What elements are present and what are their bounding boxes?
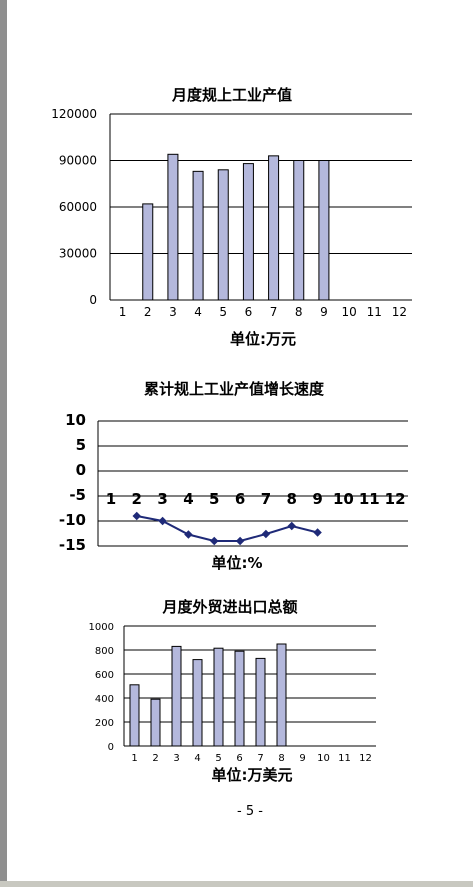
x-tick-label: 2 [152, 753, 158, 764]
chart2-xlabel: 单位:% [211, 554, 262, 572]
x-tick-label: 10 [317, 753, 330, 764]
chart3-xlabel: 单位:万美元 [212, 766, 293, 784]
x-tick-label: 6 [245, 305, 253, 319]
x-tick-label: 7 [261, 490, 271, 508]
bar [255, 657, 266, 747]
y-tick-label: 5 [76, 436, 86, 454]
x-tick-label: 2 [144, 305, 152, 319]
chart1-title: 月度规上工业产值 [171, 86, 292, 104]
x-tick-label: 7 [257, 753, 263, 764]
x-tick-label: 4 [194, 305, 202, 319]
y-tick-label: -10 [59, 511, 86, 529]
y-tick-label: -5 [69, 486, 86, 504]
data-point [287, 521, 296, 531]
chart2-title: 累计规上工业产值增长速度 [144, 380, 325, 398]
x-tick-label: 3 [169, 305, 177, 319]
y-tick-label: 0 [108, 742, 114, 753]
x-tick-label: 2 [132, 490, 142, 508]
y-tick-label: 30000 [59, 247, 97, 261]
y-tick-label: 800 [95, 646, 114, 657]
x-tick-label: 4 [194, 753, 200, 764]
bar [318, 160, 330, 301]
x-tick-label: 11 [338, 753, 351, 764]
page-left-border [0, 0, 7, 887]
bar [150, 698, 161, 747]
x-tick-label: 3 [157, 490, 167, 508]
x-tick-label: 7 [270, 305, 278, 319]
data-point [132, 511, 141, 521]
bar [217, 169, 229, 301]
y-tick-label: 200 [95, 718, 114, 729]
y-tick-label: 600 [95, 670, 114, 681]
x-tick-label: 5 [215, 753, 221, 764]
y-tick-label: 0 [89, 293, 97, 307]
bar [129, 684, 140, 747]
x-tick-label: 12 [359, 753, 372, 764]
x-tick-label: 11 [367, 305, 382, 319]
series-line [136, 515, 318, 542]
bar [142, 203, 154, 301]
y-tick-label: 400 [95, 694, 114, 705]
data-point [313, 528, 322, 537]
y-tick-label: 10 [65, 411, 86, 429]
chart1-xlabel: 单位:万元 [230, 330, 296, 348]
bar [268, 155, 280, 301]
data-point [210, 536, 219, 546]
y-tick-label: -15 [59, 536, 86, 554]
bar [276, 643, 287, 747]
x-tick-label: 10 [341, 305, 356, 319]
data-point [158, 516, 167, 526]
bar [234, 650, 245, 747]
bar [213, 647, 224, 747]
x-tick-label: 12 [392, 305, 407, 319]
x-tick-label: 3 [173, 753, 179, 764]
y-tick-label: 1000 [89, 622, 114, 633]
chart3-title: 月度外贸进出口总额 [161, 598, 297, 616]
y-tick-label: 90000 [59, 154, 97, 168]
x-tick-label: 8 [295, 305, 303, 319]
y-tick-label: 0 [76, 461, 86, 479]
bar [192, 170, 204, 301]
x-tick-label: 6 [235, 490, 245, 508]
x-tick-label: 11 [359, 490, 380, 508]
x-tick-label: 1 [106, 490, 116, 508]
x-tick-label: 1 [131, 753, 137, 764]
x-tick-label: 4 [183, 490, 193, 508]
data-point [184, 530, 193, 539]
bar [192, 659, 203, 747]
bar [242, 163, 254, 301]
bar [167, 153, 179, 301]
x-tick-label: 9 [299, 753, 305, 764]
x-tick-label: 8 [278, 753, 284, 764]
x-tick-label: 1 [119, 305, 127, 319]
y-tick-label: 60000 [59, 200, 97, 214]
x-tick-label: 12 [385, 490, 406, 508]
x-tick-label: 5 [209, 490, 219, 508]
x-tick-label: 9 [312, 490, 322, 508]
x-tick-label: 5 [219, 305, 227, 319]
y-tick-label: 120000 [51, 107, 97, 121]
x-tick-label: 10 [333, 490, 354, 508]
page-bottom-border [0, 881, 473, 887]
bar [293, 160, 305, 301]
x-tick-label: 6 [236, 753, 242, 764]
bar [171, 645, 182, 747]
data-point [261, 529, 271, 539]
x-tick-label: 8 [287, 490, 297, 508]
page-number: - 5 - [237, 804, 263, 819]
data-point [235, 536, 245, 546]
x-tick-label: 9 [320, 305, 328, 319]
